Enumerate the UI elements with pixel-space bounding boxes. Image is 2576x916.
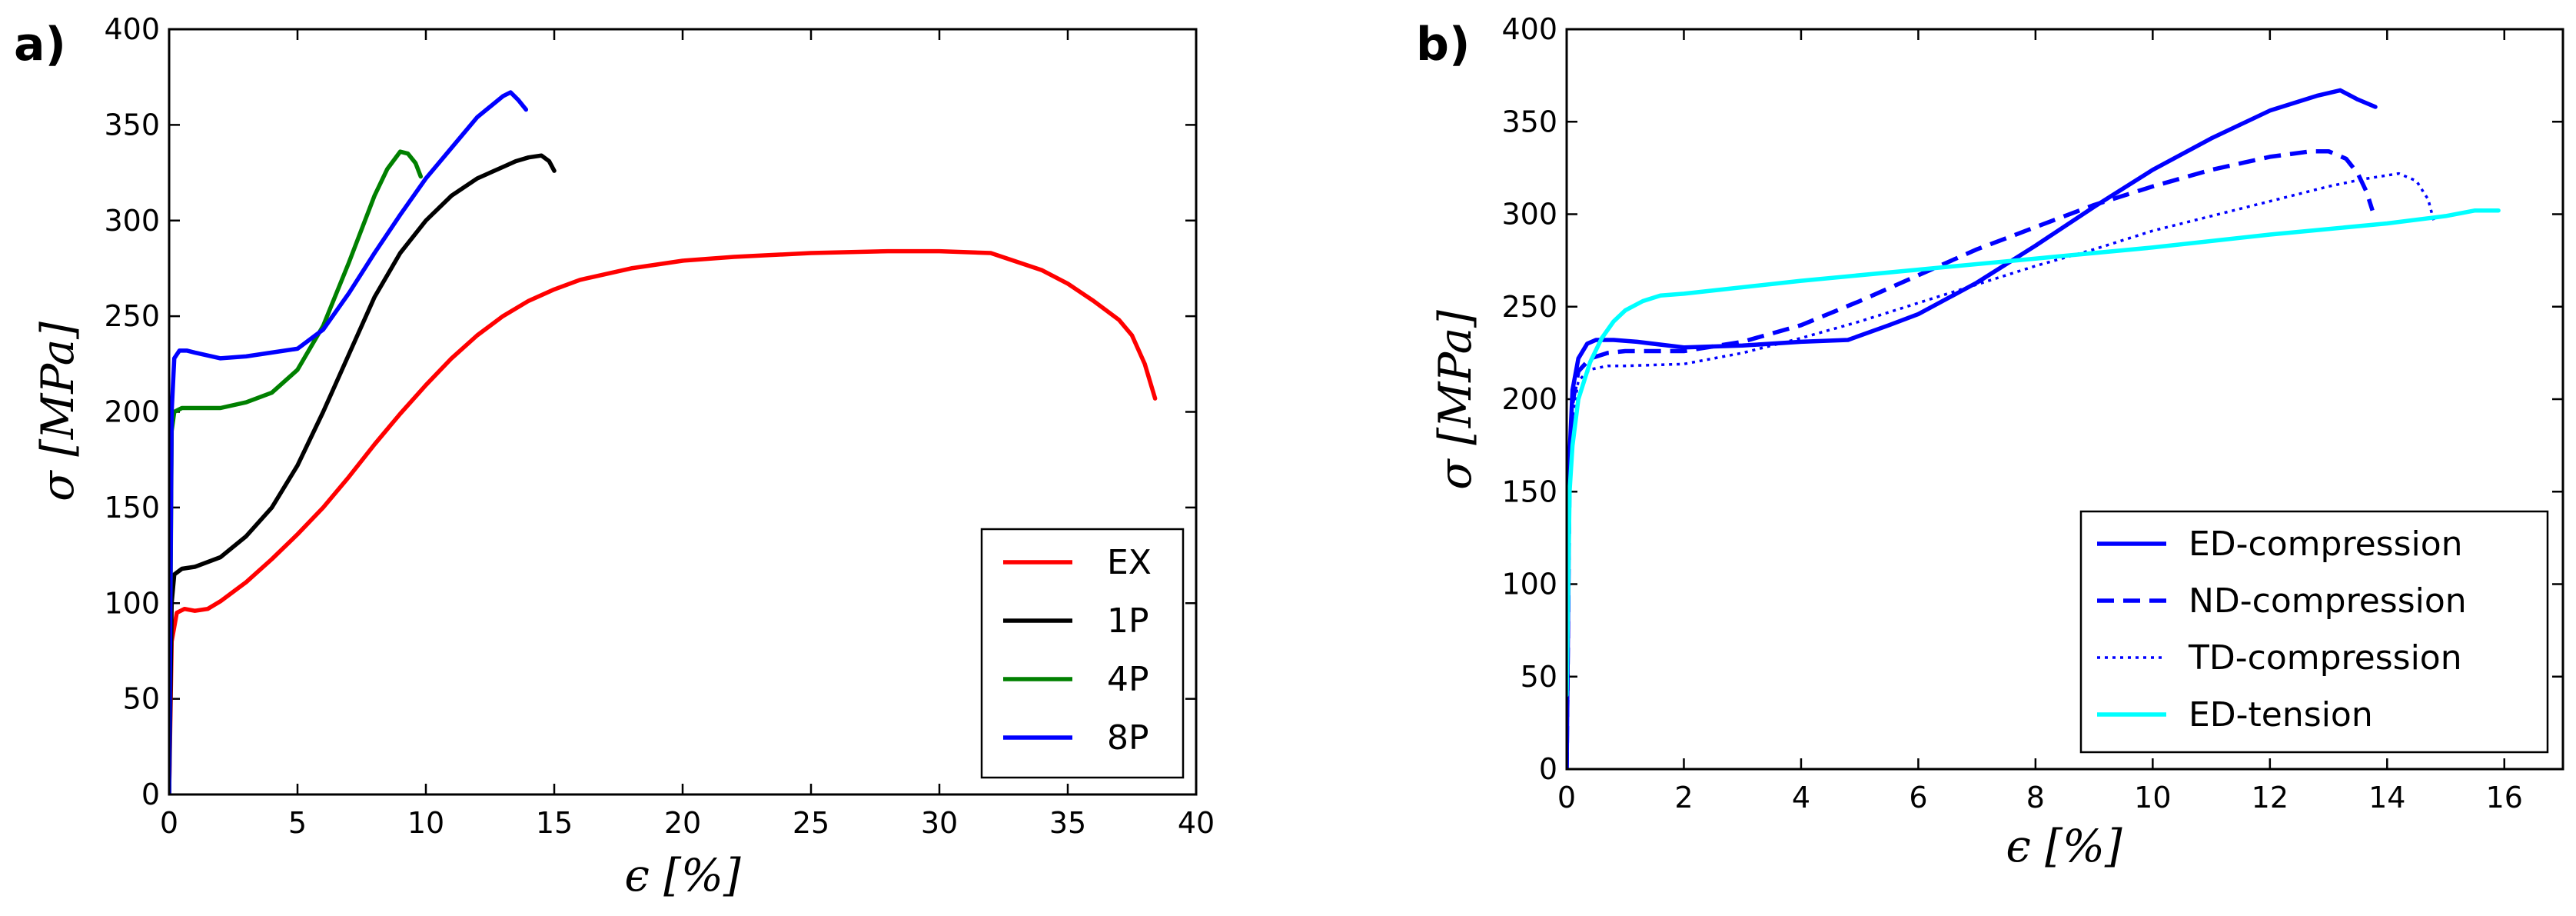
chart-panel-b: b) 0 2 4 6 8 10 12 14 16 0 50 100 150 200 250 300 350 400…: [1416, 12, 2564, 872]
legend-label-ed-compression: ED-compression: [2189, 525, 2463, 564]
y-tick-label: 350: [1501, 105, 1557, 138]
legend-items-b: ED-compression ND-compression TD-compressi…: [2097, 525, 2467, 734]
series-line-1p: [169, 153, 557, 794]
legend-label-nd-compression: ND-compression: [2189, 581, 2467, 621]
x-tick-label: 5: [288, 806, 307, 840]
x-tick-label: 20: [664, 806, 701, 840]
y-tick-label: 50: [1521, 660, 1557, 694]
y-tick-label: 200: [104, 395, 160, 429]
legend-label-8p: 8P: [1107, 718, 1149, 758]
legend-b: ED-compression ND-compression TD-compressi…: [2079, 510, 2549, 754]
y-tick-label: 250: [1501, 290, 1557, 324]
chart-panel-a: a) 0 5 10 15 20 25 30 35 40050100150200250300350…: [14, 12, 1215, 901]
legend-label-1p: 1P: [1107, 601, 1149, 641]
y-tick-label: 300: [1501, 198, 1557, 231]
plot-frame-a: [168, 28, 1198, 796]
legend-a: EX 1P 4P 8P: [980, 528, 1185, 779]
y-tick-label: 100: [104, 586, 160, 620]
x-tick-label: 0: [1557, 781, 1576, 814]
plot-frame-b: [1565, 28, 2564, 771]
x-tick-label: 14: [2368, 781, 2405, 814]
x-axis-label-b: ϵ [%]: [2006, 820, 2122, 872]
x-tick-label: 10: [2134, 781, 2171, 814]
x-tick-label: 30: [921, 806, 958, 840]
legend-label-ex: EX: [1107, 543, 1152, 582]
x-tick-label: 8: [2026, 781, 2045, 814]
series-line-nd-compression: [1567, 148, 2375, 769]
y-tick-label: 200: [1501, 382, 1557, 416]
legend-box-b: [2079, 510, 2549, 754]
x-tick-label: 35: [1049, 806, 1086, 840]
series-group-b: [1567, 88, 2501, 769]
y-tick-label: 0: [141, 778, 160, 811]
y-tick-label: 0: [1539, 752, 1557, 786]
x-tick-label: 2: [1674, 781, 1693, 814]
y-tick-label: 150: [104, 491, 160, 525]
y-tick-label: 100: [1501, 568, 1557, 601]
y-tick-label: 400: [1501, 12, 1557, 46]
y-tick-label: 50: [123, 682, 160, 716]
y-tick-label: 300: [104, 204, 160, 238]
legend-label-ed-tension: ED-tension: [2189, 695, 2373, 734]
y-axis-label-b: σ [MPa]: [1429, 310, 1481, 490]
panel-label-b: b): [1416, 18, 1470, 72]
series-line-4p: [169, 149, 424, 794]
series-group-a: [169, 90, 1158, 794]
legend-box-a: [980, 528, 1185, 779]
x-tick-label: 6: [1909, 781, 1927, 814]
x-tick-label: 12: [2252, 781, 2288, 814]
series-line-8p: [169, 90, 529, 794]
panel-label-a: a): [14, 18, 66, 72]
ticks-b: 0 2 4 6 8 10 12 14 16 0 50 100 150 200 250 300 350 400: [1501, 12, 2563, 814]
y-axis-label-a: σ [MPa]: [32, 321, 84, 501]
x-tick-label: 10: [407, 806, 444, 840]
series-line-ed-tension: [1567, 208, 2501, 698]
x-tick-label: 15: [536, 806, 573, 840]
x-tick-label: 25: [793, 806, 829, 840]
x-tick-label: 0: [160, 806, 178, 840]
legend-label-td-compression: TD-compression: [2188, 638, 2462, 678]
series-line-ed-compression: [1567, 88, 2378, 769]
legend-items-a: EX 1P 4P 8P: [1003, 543, 1152, 758]
legend-label-4p: 4P: [1107, 660, 1149, 699]
y-tick-label: 250: [104, 299, 160, 333]
y-tick-label: 400: [104, 12, 160, 46]
x-tick-label: 40: [1178, 806, 1215, 840]
x-axis-label-a: ϵ [%]: [624, 849, 741, 901]
x-tick-label: 4: [1792, 781, 1810, 814]
series-line-ex: [169, 248, 1158, 794]
x-tick-label: 16: [2486, 781, 2523, 814]
y-tick-label: 350: [104, 108, 160, 142]
y-tick-label: 150: [1501, 475, 1557, 508]
